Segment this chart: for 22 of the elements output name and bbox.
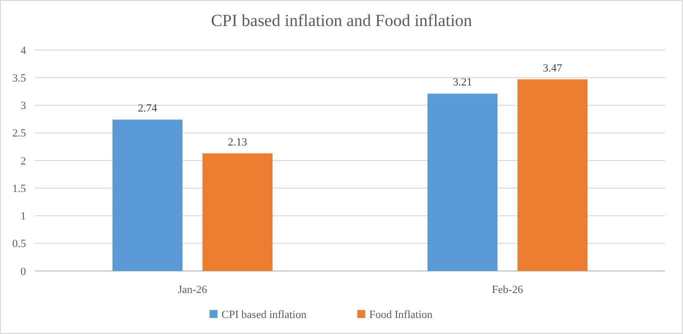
y-tick-label: 1	[20, 210, 26, 223]
bar	[202, 153, 272, 271]
data-label: 3.47	[542, 62, 563, 74]
x-tick-label: Feb-26	[492, 284, 524, 296]
y-tick-label: 0.5	[12, 238, 26, 250]
chart-title: CPI based inflation and Food inflation	[210, 11, 473, 30]
bar	[518, 79, 588, 271]
y-tick-label: 2.5	[12, 128, 26, 140]
y-tick-label: 1.5	[12, 182, 26, 195]
legend-label: CPI based inflation	[222, 308, 307, 321]
bar	[428, 94, 498, 271]
y-tick-label: 0	[20, 266, 26, 278]
y-tick-label: 4	[20, 44, 26, 57]
y-tick-label: 3.5	[12, 72, 26, 84]
y-tick-label: 3	[20, 100, 26, 112]
legend-label: Food Inflation	[369, 308, 433, 321]
x-tick-label: Jan-26	[178, 284, 208, 296]
data-label: 2.13	[228, 136, 248, 148]
y-tick-label: 2	[20, 155, 26, 168]
data-label: 2.74	[138, 102, 158, 115]
data-label: 3.21	[452, 76, 472, 89]
bar	[112, 120, 182, 271]
